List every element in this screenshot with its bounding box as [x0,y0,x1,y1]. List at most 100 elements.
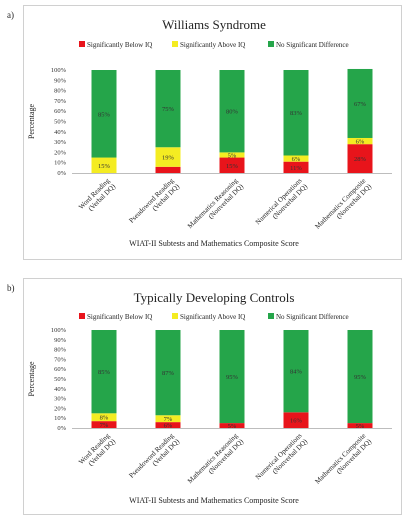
legend-swatch-0 [79,41,85,47]
x-tick-label-line: Mathematics Composite [313,432,367,486]
bar-segment [283,330,309,413]
bar-segment [219,330,245,424]
y-tick-label: 50% [54,119,67,126]
bar-segment [219,423,245,428]
data-label: 6% [164,423,173,430]
bar-segment [219,157,245,173]
data-label: 15% [98,163,111,170]
data-label: 8% [100,415,109,422]
legend-label-0: Significantly Below IQ [87,41,152,49]
x-tick-label-line: Mathematics Reasoning [186,176,240,230]
x-axis-title: WIAT-II Subtests and Mathematics Composi… [129,239,299,248]
y-tick-label: 100% [51,327,67,334]
x-tick-label: Word Reading(Verbal DQ) [77,431,117,471]
y-tick-label: 90% [54,77,67,84]
data-label: 84% [290,369,303,376]
x-tick-label: Pseudoword Reading(Verbal DQ) [128,176,182,230]
x-tick-label: Mathematics Composite(Nonverbal DQ) [313,176,373,236]
legend-label-1: Significantly Above IQ [180,41,245,49]
bar-segment [155,166,181,173]
y-tick-label: 70% [54,356,67,363]
bar-segment [91,70,117,158]
chart-title: Typically Developing Controls [134,290,295,305]
data-label: 7% [100,422,109,429]
bar-segment [91,157,117,173]
data-label: 11% [290,165,302,172]
panel-label-b: b) [7,283,15,293]
bar-segment [283,70,309,156]
y-tick-label: 90% [54,337,67,344]
bar-segment [219,152,245,158]
x-tick-label: Mathematics Reasoning(Nonverbal DQ) [186,431,245,490]
chart-panel-a: Williams Syndrome Significantly Below IQ S… [23,5,402,260]
legend-swatch-1 [172,41,178,47]
bar-segment [155,147,181,167]
data-label: 6% [292,156,301,163]
bar-segment [283,155,309,162]
data-label: 6% [356,139,365,146]
data-label: 5% [228,152,237,159]
chart-title: Williams Syndrome [162,17,266,32]
bar-segment [219,70,245,153]
legend-label-2: No Significant Difference [276,41,349,49]
data-label: 15% [226,163,239,170]
x-tick-label-line: Numerical Operations [254,432,304,482]
bar-segment [155,70,181,148]
data-label: 85% [98,111,111,118]
y-tick-label: 70% [54,98,67,105]
chart-williams-syndrome: Williams Syndrome Significantly Below IQ S… [27,17,392,248]
data-label: 75% [162,106,175,113]
y-axis-title: Percentage [27,361,36,397]
bar-segment [347,137,373,145]
data-label: 87% [162,370,175,377]
bar-segment [283,161,309,173]
bar-segment [347,330,373,424]
y-tick-label: 10% [54,415,67,422]
legend-label-1: Significantly Above IQ [180,313,245,321]
x-axis-title: WIAT-II Subtests and Mathematics Composi… [129,496,299,505]
data-label: 83% [290,110,303,117]
y-tick-label: 40% [54,129,67,136]
data-label: 5% [356,423,365,430]
y-axis-title: Percentage [27,104,36,140]
y-tick-label: 0% [57,425,66,432]
data-label: 95% [226,374,239,381]
x-tick-label-line: Numerical Operations [254,177,304,227]
y-tick-label: 80% [54,347,67,354]
y-tick-label: 30% [54,396,67,403]
data-label: 28% [354,156,367,163]
bar-segment [347,423,373,428]
y-tick-label: 100% [51,67,67,74]
chart-panel-b: Typically Developing Controls Significant… [23,278,402,515]
x-tick-label: Word Reading(Verbal DQ) [77,176,117,216]
data-label: 16% [290,418,303,425]
bar-segment [155,422,181,428]
bar-segment [91,330,117,414]
y-tick-label: 50% [54,376,67,383]
data-label: 95% [354,374,367,381]
x-tick-label: Pseudoword Reading(Verbal DQ) [128,431,182,485]
data-label: 7% [164,416,173,423]
legend-label-0: Significantly Below IQ [87,313,152,321]
legend-swatch-1 [172,313,178,319]
legend-swatch-0 [79,313,85,319]
y-tick-label: 60% [54,108,67,115]
data-label: 85% [98,369,111,376]
y-tick-label: 0% [57,170,66,177]
y-tick-label: 40% [54,386,67,393]
bar-segment [155,415,181,423]
x-tick-label: Mathematics Composite(Nonverbal DQ) [313,431,373,491]
bar-segment [283,412,309,428]
data-label: 5% [228,423,237,430]
y-tick-label: 60% [54,366,67,373]
data-label: 80% [226,109,239,116]
legend-swatch-2 [268,313,274,319]
x-tick-label-line: Mathematics Composite [313,177,367,231]
x-tick-label: Numerical Operations(Nonverbal DQ) [254,431,310,487]
bar-segment [91,413,117,422]
y-tick-label: 20% [54,149,67,156]
legend-label-2: No Significant Difference [276,313,349,321]
panel-label-a: a) [7,10,14,20]
y-tick-label: 10% [54,160,67,167]
y-tick-label: 30% [54,139,67,146]
